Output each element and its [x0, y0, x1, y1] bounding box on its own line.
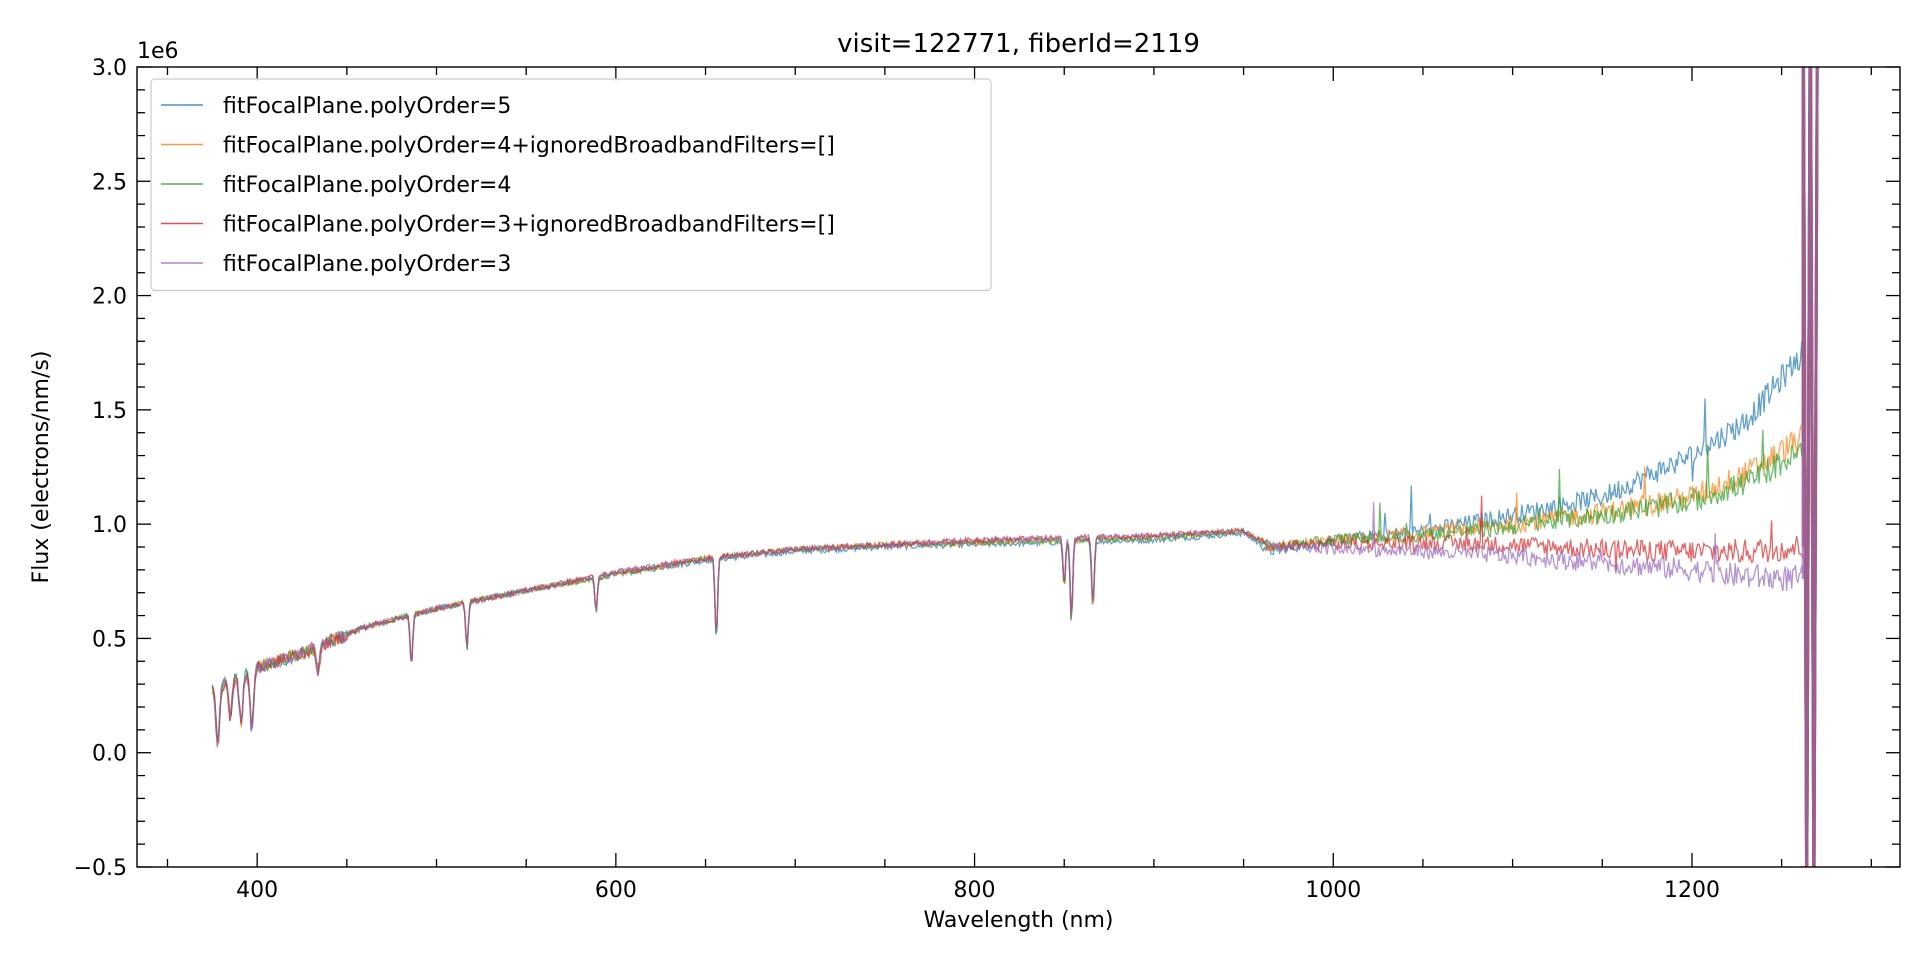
- y-tick-label: 2.5: [92, 170, 127, 195]
- y-tick-label: 1.5: [92, 399, 127, 424]
- y-tick-label: 2.0: [92, 285, 127, 310]
- x-tick-label: 1200: [1664, 878, 1720, 903]
- series-edge-spike: [1801, 67, 1819, 867]
- legend-label: fitFocalPlane.polyOrder=4: [223, 173, 511, 198]
- y-tick-label: 3.0: [92, 56, 127, 81]
- legend-item: fitFocalPlane.polyOrder=3+ignoredBroadba…: [161, 213, 835, 238]
- axes-frame: [136, 66, 1901, 868]
- legend-label: fitFocalPlane.polyOrder=3+ignoredBroadba…: [223, 213, 835, 238]
- x-tick-label: 600: [595, 878, 637, 903]
- series-line: [211, 502, 1804, 747]
- axes-layer: 400 600 800 1000 1200 −0.5 0.0 0.5 1.0 1.5 2.0 2.5 3…: [74, 56, 1901, 903]
- legend-label: fitFocalPlane.polyOrder=5: [223, 94, 511, 119]
- y-axis-label: Flux (electrons/nm/s): [29, 351, 54, 584]
- x-tick-label: 1000: [1305, 878, 1361, 903]
- legend-item: fitFocalPlane.polyOrder=5: [161, 94, 511, 119]
- y-offset-label: 1e6: [137, 39, 179, 64]
- y-tick-label: −0.5: [74, 856, 127, 881]
- legend-item: fitFocalPlane.polyOrder=4+ignoredBroadba…: [161, 134, 835, 159]
- series-layer: [211, 67, 1819, 867]
- y-tick-label: 0.0: [92, 742, 127, 767]
- x-axis-label: Wavelength (nm): [923, 908, 1113, 933]
- x-tick-label: 400: [236, 878, 278, 903]
- legend-label: fitFocalPlane.polyOrder=3: [223, 252, 511, 277]
- series-line: [211, 424, 1804, 748]
- series-4: [211, 67, 1819, 867]
- legend-label: fitFocalPlane.polyOrder=4+ignoredBroadba…: [223, 134, 835, 159]
- legend: fitFocalPlane.polyOrder=5 fitFocalPlane.p…: [150, 78, 992, 292]
- chart-title: visit=122771, fiberId=2119: [837, 29, 1200, 59]
- legend-item: fitFocalPlane.polyOrder=4: [161, 173, 511, 198]
- y-tick-label: 1.0: [92, 513, 127, 538]
- legend-item: fitFocalPlane.polyOrder=3: [161, 252, 511, 277]
- y-tick-label: 0.5: [92, 627, 127, 652]
- x-tick-label: 800: [954, 878, 996, 903]
- legend-box: [150, 78, 992, 292]
